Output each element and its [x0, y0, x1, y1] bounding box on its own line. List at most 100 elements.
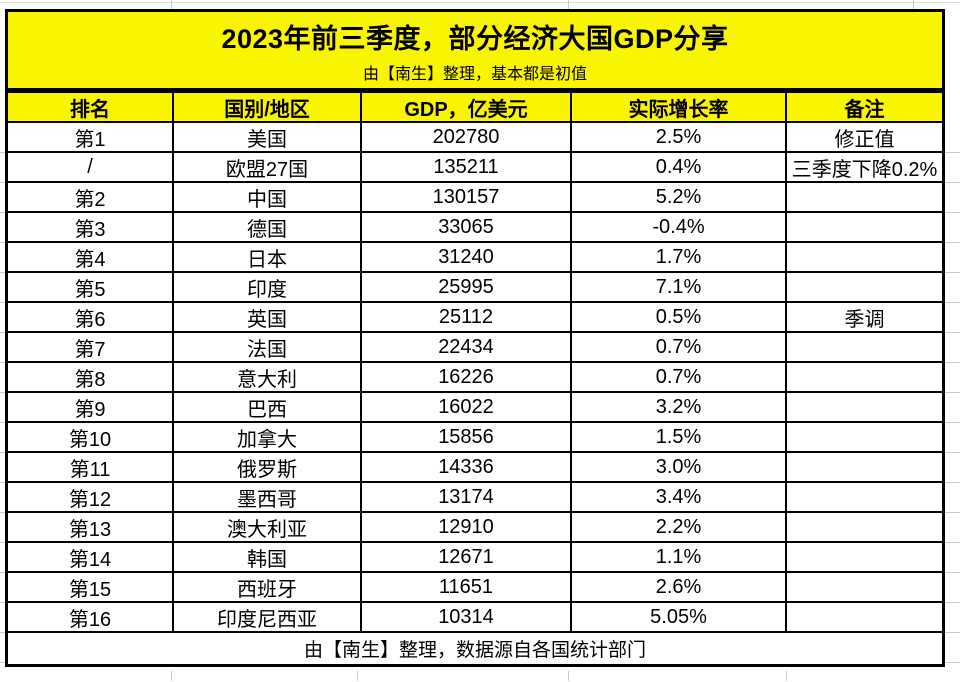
header-gdp: GDP，亿美元: [362, 93, 572, 121]
cell-gdp: 25112: [362, 303, 572, 331]
cell-growth: 5.05%: [572, 603, 787, 631]
table-row: 第3 德国 33065 -0.4%: [8, 213, 942, 243]
cell-note: [787, 213, 942, 241]
header-rank: 排名: [8, 93, 174, 121]
table-row: 第10 加拿大 15856 1.5%: [8, 423, 942, 453]
cell-rank: 第6: [8, 303, 174, 331]
cell-country: 印度: [174, 273, 362, 301]
cell-gdp: 13174: [362, 483, 572, 511]
cell-growth: 0.7%: [572, 333, 787, 361]
cell-gdp: 12671: [362, 543, 572, 571]
cell-rank: 第3: [8, 213, 174, 241]
cell-growth: 5.2%: [572, 183, 787, 211]
cell-country: 俄罗斯: [174, 453, 362, 481]
header-row: 排名 国别/地区 GDP，亿美元 实际增长率 备注: [8, 90, 942, 123]
table-row: 第15 西班牙 11651 2.6%: [8, 573, 942, 603]
table-row: 第4 日本 31240 1.7%: [8, 243, 942, 273]
cell-note: [787, 573, 942, 601]
cell-growth: 0.7%: [572, 363, 787, 391]
cell-note: [787, 513, 942, 541]
cell-rank: 第7: [8, 333, 174, 361]
table-row: 第11 俄罗斯 14336 3.0%: [8, 453, 942, 483]
cell-country: 意大利: [174, 363, 362, 391]
cell-country: 日本: [174, 243, 362, 271]
table-row: / 欧盟27国 135211 0.4% 三季度下降0.2%: [8, 153, 942, 183]
cell-growth: 1.1%: [572, 543, 787, 571]
cell-gdp: 15856: [362, 423, 572, 451]
cell-note: [787, 273, 942, 301]
cell-growth: 3.4%: [572, 483, 787, 511]
cell-note: [787, 423, 942, 451]
cell-note: [787, 393, 942, 421]
cell-growth: 2.6%: [572, 573, 787, 601]
cell-note: [787, 483, 942, 511]
cell-rank: 第16: [8, 603, 174, 631]
cell-gdp: 12910: [362, 513, 572, 541]
cell-note: [787, 183, 942, 211]
gridline: [171, 0, 172, 9]
cell-country: 加拿大: [174, 423, 362, 451]
table-title: 2023年前三季度，部分经济大国GDP分享: [221, 23, 729, 54]
cell-gdp: 16226: [362, 363, 572, 391]
cell-rank: 第1: [8, 123, 174, 151]
cell-country: 西班牙: [174, 573, 362, 601]
cell-rank: 第4: [8, 243, 174, 271]
cell-note: 三季度下降0.2%: [791, 158, 938, 181]
cell-rank: 第11: [8, 453, 174, 481]
cell-gdp: 14336: [362, 453, 572, 481]
cell-gdp: 25995: [362, 273, 572, 301]
gridline: [171, 671, 172, 681]
cell-gdp: 202780: [362, 123, 572, 151]
cell-growth: 2.5%: [572, 123, 787, 151]
cell-growth: 7.1%: [572, 273, 787, 301]
cell-country: 澳大利亚: [174, 513, 362, 541]
cell-note: 季调: [844, 308, 885, 331]
header-growth: 实际增长率: [572, 93, 787, 121]
cell-country: 美国: [174, 123, 362, 151]
cell-gdp: 31240: [362, 243, 572, 271]
cell-gdp: 11651: [362, 573, 572, 601]
gridline: [913, 0, 914, 9]
header-country: 国别/地区: [174, 93, 362, 121]
gridline: [0, 2, 960, 3]
cell-growth: 0.4%: [572, 153, 787, 181]
table-row: 第8 意大利 16226 0.7%: [8, 363, 942, 393]
cell-country: 墨西哥: [174, 483, 362, 511]
cell-growth: 1.7%: [572, 243, 787, 271]
cell-growth: 0.5%: [572, 303, 787, 331]
cell-note: [787, 333, 942, 361]
cell-growth: 1.5%: [572, 423, 787, 451]
cell-country: 欧盟27国: [174, 153, 362, 181]
cell-growth: 2.2%: [572, 513, 787, 541]
cell-rank: 第5: [8, 273, 174, 301]
cell-growth: 3.2%: [572, 393, 787, 421]
cell-country: 韩国: [174, 543, 362, 571]
gridline: [568, 0, 569, 9]
cell-country: 法国: [174, 333, 362, 361]
cell-country: 印度尼西亚: [174, 603, 362, 631]
cell-country: 巴西: [174, 393, 362, 421]
table-footer: 由【南生】整理，数据源自各国统计部门: [8, 633, 942, 664]
table-row: 第16 印度尼西亚 10314 5.05%: [8, 603, 942, 633]
gridline: [357, 671, 358, 681]
cell-rank: 第9: [8, 393, 174, 421]
cell-gdp: 22434: [362, 333, 572, 361]
cell-rank: 第2: [8, 183, 174, 211]
table-row: 第7 法国 22434 0.7%: [8, 333, 942, 363]
cell-growth: -0.4%: [572, 213, 787, 241]
table-banner: 2023年前三季度，部分经济大国GDP分享 由【南生】整理，基本都是初值: [8, 12, 942, 90]
gridline: [786, 671, 787, 681]
table-row: 第13 澳大利亚 12910 2.2%: [8, 513, 942, 543]
gdp-table: 2023年前三季度，部分经济大国GDP分享 由【南生】整理，基本都是初值 排名国…: [5, 9, 945, 667]
cell-rank: 第8: [8, 363, 174, 391]
table-row: 第6 英国 25112 0.5% 季调: [8, 303, 942, 333]
gridline: [568, 671, 569, 681]
cell-note: [787, 603, 942, 631]
gridline: [945, 123, 960, 666]
cell-note: [787, 243, 942, 271]
cell-note: [787, 543, 942, 571]
cell-gdp: 10314: [362, 603, 572, 631]
cell-gdp: 33065: [362, 213, 572, 241]
cell-rank: 第10: [8, 423, 174, 451]
